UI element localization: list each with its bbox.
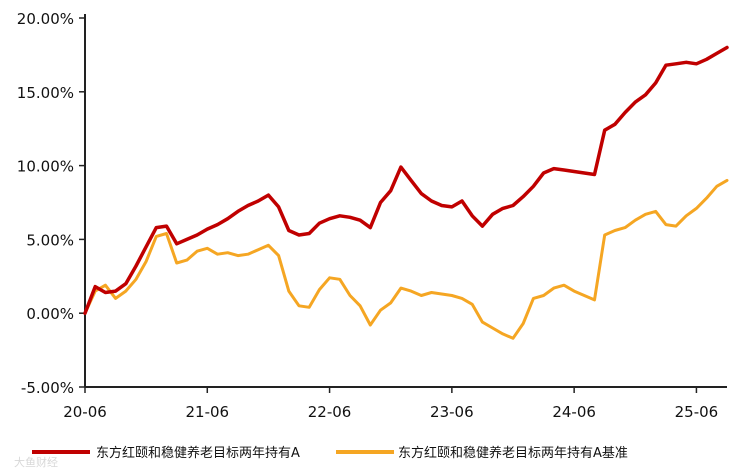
y-tick-label: 0.00%: [26, 305, 74, 323]
x-tick-label: 20-06: [63, 403, 107, 421]
legend-label-benchmark: 东方红颐和稳健养老目标两年持有A基准: [398, 445, 628, 461]
x-tick-label: 25-06: [675, 403, 719, 421]
watermark-text: 大鱼财经: [14, 455, 58, 469]
legend: 东方红颐和稳健养老目标两年持有A 东方红颐和稳健养老目标两年持有A基准: [32, 445, 628, 461]
x-tick-label: 24-06: [552, 403, 596, 421]
y-tick-label: 5.00%: [26, 231, 74, 249]
series-lines: [83, 45, 729, 340]
y-tick-label: 15.00%: [17, 84, 74, 102]
axes: [79, 14, 727, 393]
y-tick-label: 10.00%: [17, 158, 74, 176]
y-tick-label: -5.00%: [21, 379, 74, 397]
x-tick-label: 23-06: [430, 403, 474, 421]
legend-label-fund: 东方红颐和稳健养老目标两年持有A: [96, 445, 300, 461]
x-tick-label: 21-06: [185, 403, 229, 421]
series-line-benchmark: [83, 178, 729, 340]
y-tick-label: 20.00%: [17, 10, 74, 28]
x-tick-label: 22-06: [308, 403, 352, 421]
tick-labels: -5.00% 0.00% 5.00% 10.00% 15.00% 20.00% 20-06 2…: [17, 10, 718, 421]
series-line-fund: [83, 45, 729, 315]
